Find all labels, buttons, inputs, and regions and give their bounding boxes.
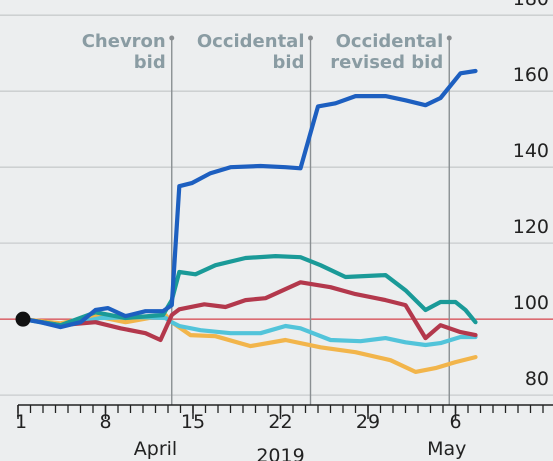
series-line: [20, 312, 478, 374]
x-tick-label: 6: [449, 411, 461, 433]
y-tick-label: 120: [513, 216, 549, 238]
x-tick-label: 22: [268, 411, 292, 433]
month-label: 2019: [256, 445, 304, 461]
y-tick-label: 80: [525, 368, 549, 390]
event-label: bid: [134, 52, 166, 73]
month-label: May: [427, 438, 466, 460]
x-tick-label: 1: [15, 411, 27, 433]
event-label: Occidental: [197, 31, 305, 52]
event-dot: [308, 35, 313, 41]
y-tick-label: 160: [513, 64, 549, 86]
grid: 80 100 120 140 160 180: [0, 0, 553, 396]
series-line: [20, 254, 478, 328]
event-label: Chevron: [82, 31, 166, 52]
y-tick-label: 100: [513, 292, 549, 314]
event-dot: [446, 35, 452, 41]
series-line: [20, 280, 478, 343]
y-tick-label: 140: [513, 140, 549, 162]
events: ChevronbidOccidentalbidOccidentalrevised…: [82, 31, 452, 405]
x-tick-label: 15: [181, 411, 205, 433]
event-label: bid: [273, 52, 305, 73]
series-line: [20, 68, 478, 330]
event-label: Occidental: [336, 31, 444, 52]
event-dot: [169, 35, 175, 41]
x-axis: 1 8 15 22 29 6 April 2019 May: [15, 404, 553, 461]
start-marker: [15, 311, 31, 327]
y-tick-label: 180: [513, 0, 549, 10]
event-label: revised bid: [330, 52, 443, 73]
month-label: April: [134, 438, 177, 460]
x-tick-label: 29: [356, 411, 380, 433]
lines: [15, 68, 478, 374]
x-tick-label: 8: [99, 411, 111, 433]
